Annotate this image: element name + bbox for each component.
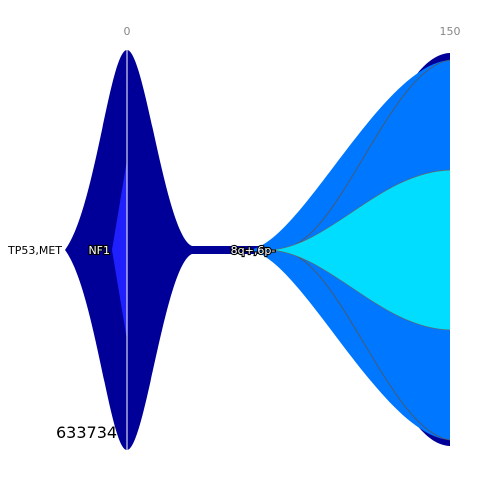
event-label-nf1: NF1 bbox=[88, 244, 110, 257]
event-label-tp53-met: TP53,MET bbox=[7, 244, 62, 257]
sample-id-label: 633734 bbox=[56, 423, 117, 442]
tick-label-150: 150 bbox=[440, 25, 461, 38]
event-label-8q-6p: 8q+,6p- bbox=[231, 244, 276, 257]
tick-label-0: 0 bbox=[124, 25, 131, 38]
